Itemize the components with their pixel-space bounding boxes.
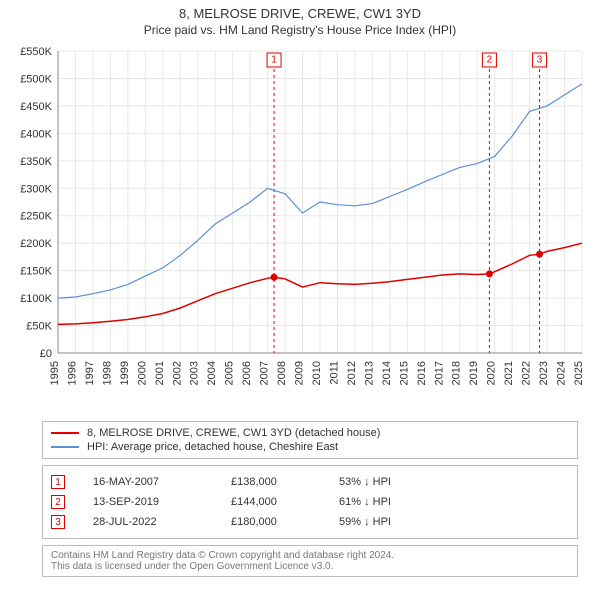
legend-item: HPI: Average price, detached house, Ches…	[51, 440, 569, 454]
svg-text:2011: 2011	[328, 361, 340, 385]
svg-text:1995: 1995	[49, 361, 61, 385]
legend: 8, MELROSE DRIVE, CREWE, CW1 3YD (detach…	[42, 421, 578, 459]
svg-text:£300K: £300K	[20, 183, 52, 195]
svg-text:£200K: £200K	[20, 238, 52, 250]
svg-text:2025: 2025	[573, 361, 585, 385]
svg-text:2022: 2022	[521, 361, 533, 385]
svg-text:2008: 2008	[276, 361, 288, 385]
svg-text:2016: 2016	[416, 361, 428, 385]
event-hpi: 53% ↓ HPI	[339, 476, 391, 488]
svg-text:2002: 2002	[171, 361, 183, 385]
svg-text:2005: 2005	[224, 361, 236, 385]
chart-title: 8, MELROSE DRIVE, CREWE, CW1 3YD	[0, 0, 600, 21]
event-price: £138,000	[231, 476, 311, 488]
event-row: 3 28-JUL-2022 £180,000 59% ↓ HPI	[51, 512, 569, 532]
event-date: 13-SEP-2019	[93, 496, 203, 508]
svg-text:2017: 2017	[433, 361, 445, 385]
svg-text:1999: 1999	[119, 361, 131, 385]
event-date: 28-JUL-2022	[93, 516, 203, 528]
legend-item: 8, MELROSE DRIVE, CREWE, CW1 3YD (detach…	[51, 426, 569, 440]
event-badge: 2	[51, 495, 65, 509]
svg-text:2012: 2012	[346, 361, 358, 385]
event-row: 2 13-SEP-2019 £144,000 61% ↓ HPI	[51, 492, 569, 512]
credits-line-1: Contains HM Land Registry data © Crown c…	[51, 550, 569, 561]
credits-line-2: This data is licensed under the Open Gov…	[51, 561, 569, 572]
svg-text:2001: 2001	[154, 361, 166, 385]
svg-text:£50K: £50K	[26, 321, 52, 333]
svg-text:2015: 2015	[398, 361, 410, 385]
svg-text:£450K: £450K	[20, 101, 52, 113]
legend-label: HPI: Average price, detached house, Ches…	[87, 441, 338, 453]
svg-text:1996: 1996	[66, 361, 78, 385]
event-hpi: 59% ↓ HPI	[339, 516, 391, 528]
svg-text:£0: £0	[40, 348, 52, 360]
event-date: 16-MAY-2007	[93, 476, 203, 488]
event-price: £180,000	[231, 516, 311, 528]
svg-text:2024: 2024	[556, 361, 568, 385]
svg-text:2007: 2007	[259, 361, 271, 385]
event-badge: 3	[51, 515, 65, 529]
event-hpi: 61% ↓ HPI	[339, 496, 391, 508]
svg-text:2018: 2018	[451, 361, 463, 385]
legend-label: 8, MELROSE DRIVE, CREWE, CW1 3YD (detach…	[87, 427, 380, 439]
svg-text:2006: 2006	[241, 361, 253, 385]
price-chart: £0 £50K £100K £150K £200K £250K £300K £350K £400…	[10, 43, 590, 413]
svg-text:£550K: £550K	[20, 46, 52, 58]
event-price: £144,000	[231, 496, 311, 508]
svg-text:2003: 2003	[189, 361, 201, 385]
svg-text:2: 2	[487, 55, 493, 66]
svg-text:2009: 2009	[294, 361, 306, 385]
svg-text:2013: 2013	[363, 361, 375, 385]
svg-text:£400K: £400K	[20, 128, 52, 140]
credits: Contains HM Land Registry data © Crown c…	[42, 545, 578, 577]
events-table: 1 16-MAY-2007 £138,000 53% ↓ HPI 2 13-SEP-201…	[42, 465, 578, 539]
svg-text:1: 1	[271, 55, 277, 66]
legend-swatch	[51, 446, 79, 448]
event-row: 1 16-MAY-2007 £138,000 53% ↓ HPI	[51, 472, 569, 492]
svg-text:2023: 2023	[538, 361, 550, 385]
svg-text:2020: 2020	[486, 361, 498, 385]
chart-area: £0 £50K £100K £150K £200K £250K £300K £350K £400…	[10, 43, 590, 413]
svg-text:2010: 2010	[311, 361, 323, 385]
svg-text:1997: 1997	[84, 361, 96, 385]
svg-text:3: 3	[537, 55, 543, 66]
svg-text:£100K: £100K	[20, 293, 52, 305]
svg-text:2000: 2000	[136, 361, 148, 385]
chart-subtitle: Price paid vs. HM Land Registry's House …	[0, 21, 600, 43]
svg-text:1998: 1998	[101, 361, 113, 385]
legend-swatch	[51, 432, 79, 434]
svg-text:2004: 2004	[206, 361, 218, 385]
svg-text:£250K: £250K	[20, 211, 52, 223]
svg-text:£350K: £350K	[20, 156, 52, 168]
svg-text:2019: 2019	[468, 361, 480, 385]
svg-text:2021: 2021	[503, 361, 515, 385]
event-badge: 1	[51, 475, 65, 489]
svg-text:2014: 2014	[381, 361, 393, 385]
svg-text:£500K: £500K	[20, 73, 52, 85]
svg-text:£150K: £150K	[20, 266, 52, 278]
